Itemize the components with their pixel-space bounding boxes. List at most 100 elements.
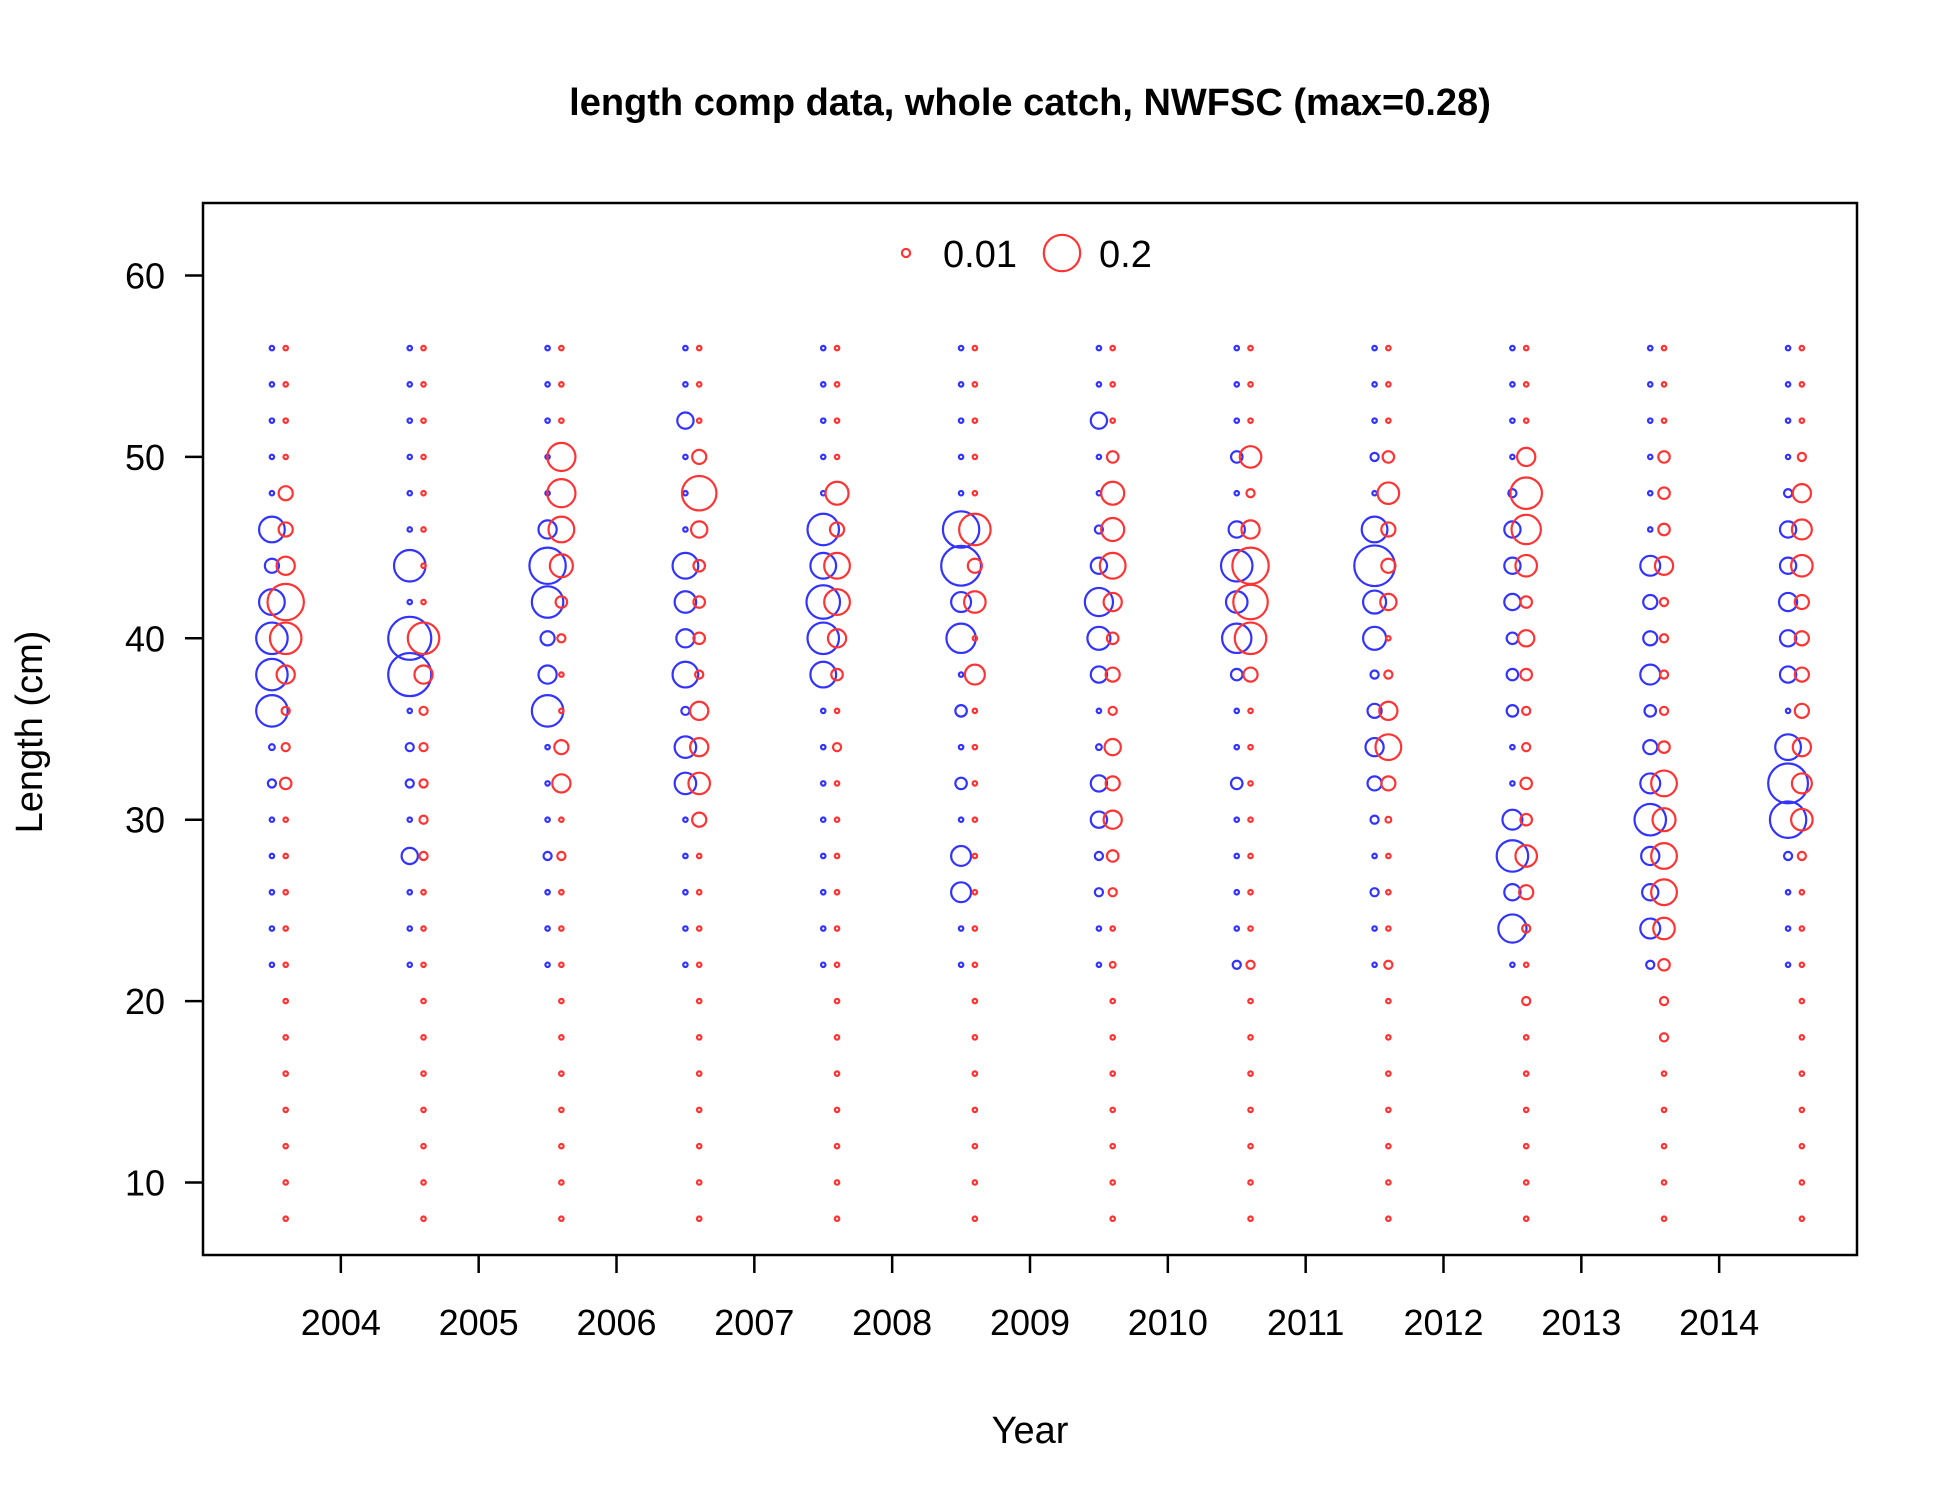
bubble-female [941, 510, 981, 549]
bubble-male [971, 816, 979, 824]
bubble-female [1093, 524, 1105, 535]
bubble-male [823, 551, 851, 580]
bubble-male [418, 850, 429, 862]
bubble-female [1639, 917, 1662, 940]
bubble-male [1105, 450, 1120, 464]
bubble-female [682, 816, 689, 824]
bubble-male [1385, 925, 1392, 932]
bubble-female [1083, 586, 1115, 618]
bubble-female [406, 707, 414, 715]
bubble-male [282, 453, 290, 461]
bubble-female [1093, 850, 1105, 862]
bubble-male [1798, 888, 1806, 896]
bubble-female [268, 381, 276, 388]
bubble-female [1095, 925, 1103, 932]
bubble-male [1247, 1215, 1254, 1223]
bubble-male [420, 1215, 427, 1223]
bubble-female [1371, 925, 1378, 932]
bubbles [255, 344, 1814, 1223]
bubble-male [558, 1070, 565, 1077]
bubble-female [1371, 344, 1378, 352]
bubble-male [1522, 1070, 1530, 1077]
bubble-male [558, 1106, 565, 1114]
bubble-female [957, 925, 965, 932]
bubble-female [682, 925, 689, 932]
bubble-female [682, 888, 689, 896]
bubble-female [530, 585, 565, 619]
bubble-female [257, 515, 286, 544]
bubble-male [1247, 1142, 1254, 1150]
bubble-male [1522, 1106, 1530, 1114]
bubble-male [963, 590, 987, 614]
bubble-female [266, 778, 278, 789]
bubble-male [691, 448, 708, 466]
x-tick-label: 2006 [576, 1302, 656, 1343]
bubble-male [1514, 844, 1539, 868]
bubble-female [1509, 453, 1516, 461]
bubble-female [1646, 489, 1654, 497]
bubble-female [1501, 808, 1524, 831]
bubble-female [957, 417, 965, 424]
bubble-male [695, 925, 703, 932]
bubble-male [1798, 1179, 1806, 1186]
bubble-male [1385, 997, 1392, 1005]
bubble-male [833, 1215, 841, 1223]
bubble-female [1509, 417, 1516, 424]
bubble-female [1777, 591, 1799, 613]
bubble-male [1657, 740, 1671, 754]
bubble-male [1247, 1179, 1254, 1186]
bubble-female [1507, 488, 1518, 499]
bubble-female [957, 381, 965, 388]
bubble-female [954, 776, 968, 791]
bubble-female [267, 743, 276, 752]
bubble-male [1522, 344, 1530, 352]
bubble-male [833, 852, 841, 860]
bubble-female [268, 925, 276, 932]
bubble-male [420, 1106, 427, 1114]
bubble-male [833, 1070, 841, 1077]
bubble-male [1514, 553, 1539, 578]
bubble-male [833, 1179, 841, 1186]
bubble-female [819, 961, 827, 969]
bubble-male [1109, 1215, 1117, 1223]
bubble-female [671, 551, 700, 580]
bubble-female [404, 778, 415, 789]
bubble-male [1522, 1179, 1530, 1186]
bubble-male [558, 997, 565, 1005]
bubble-male [833, 1106, 841, 1114]
bubble-male [1522, 1215, 1530, 1223]
bubble-female [1503, 883, 1522, 902]
bubble-female [1233, 816, 1241, 824]
bubble-male [831, 741, 843, 753]
bubble-female [1369, 451, 1380, 463]
bubble-male [689, 736, 710, 758]
bubble-male [1104, 775, 1121, 792]
chart-title: length comp data, whole catch, NWFSC (ma… [569, 82, 1491, 124]
bubble-male [1657, 486, 1671, 501]
bubble-male [691, 811, 708, 828]
bubble-male [971, 344, 979, 352]
bubble-male [971, 634, 979, 642]
bubble-male [1793, 630, 1811, 647]
bubble-male [1522, 961, 1530, 969]
bubble-male [1245, 488, 1256, 499]
bubble-male [1660, 344, 1668, 352]
x-tick-label: 2010 [1128, 1302, 1208, 1343]
bubble-female [263, 557, 281, 574]
bubble-male [1798, 1142, 1806, 1150]
bubble-male [1385, 1142, 1392, 1150]
x-tick-label: 2013 [1541, 1302, 1621, 1343]
bubble-female [268, 489, 276, 497]
bubble-male [1247, 743, 1254, 751]
bubble-female [819, 417, 827, 424]
bubble-male [1247, 852, 1254, 860]
bubble-male [1519, 812, 1534, 827]
bubble-male [553, 739, 570, 756]
x-tick-label: 2009 [990, 1302, 1070, 1343]
bubble-male [1521, 741, 1532, 753]
bubble-female [544, 344, 551, 352]
bubble-male [1247, 707, 1254, 715]
bubble-male [1521, 705, 1532, 717]
bubble-female [1509, 344, 1516, 352]
bubble-male [833, 888, 841, 896]
